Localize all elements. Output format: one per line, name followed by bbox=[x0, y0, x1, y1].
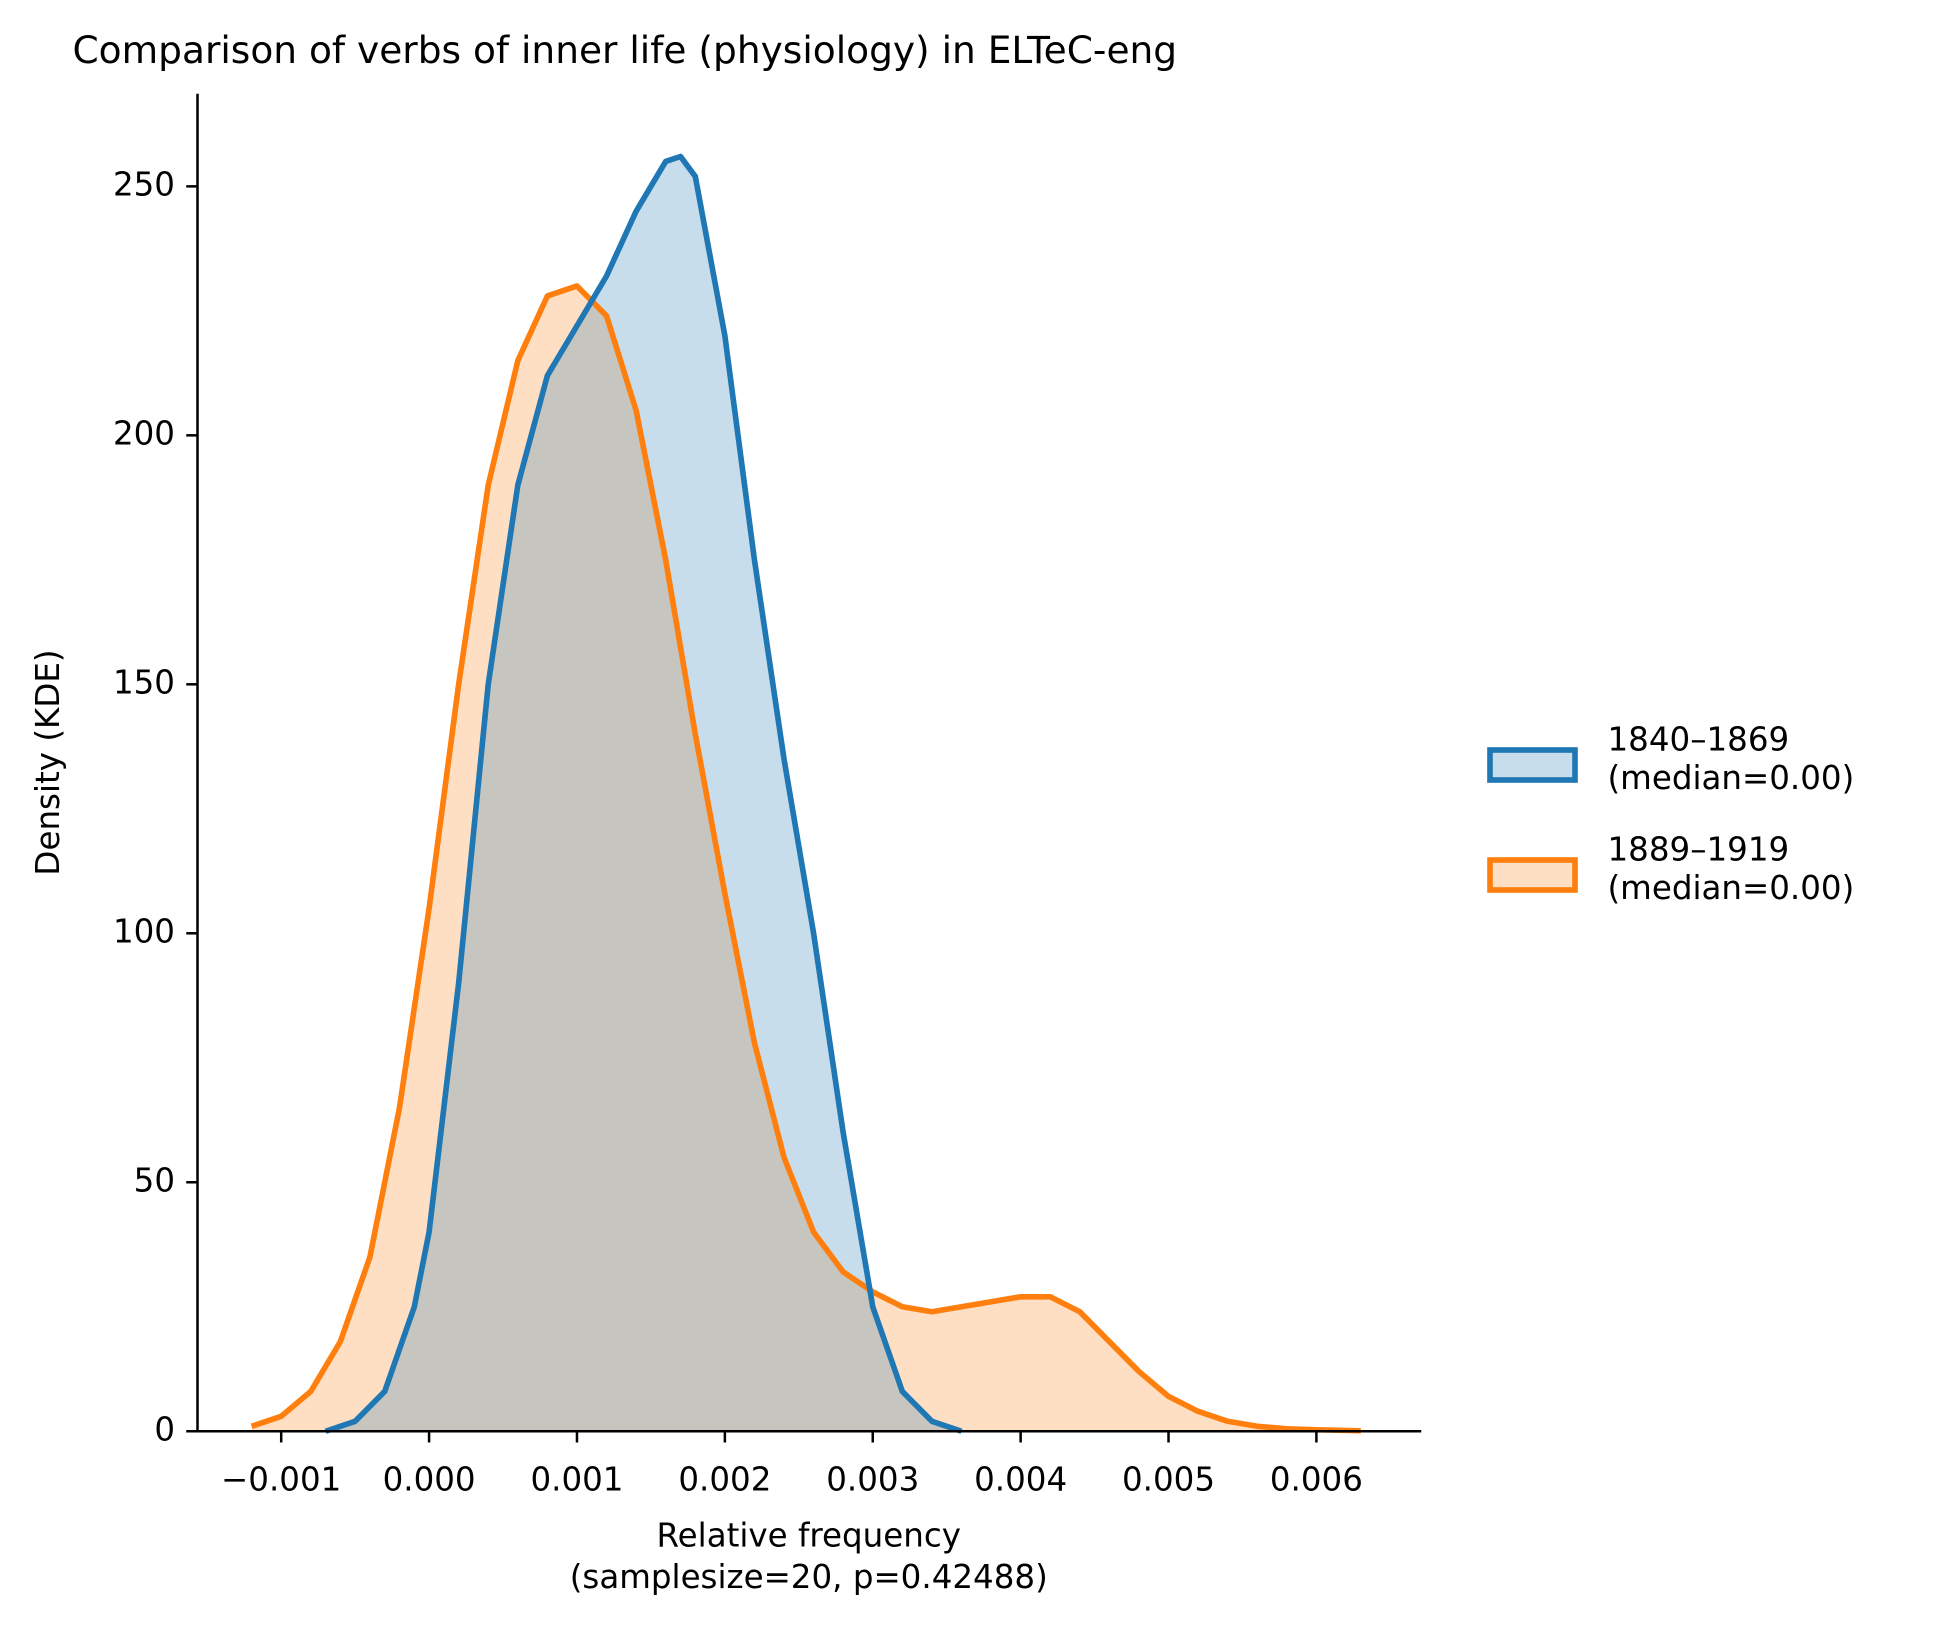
y-tick-label: 100 bbox=[113, 912, 175, 950]
kde-line bbox=[250, 283, 1361, 1434]
legend-swatch bbox=[1487, 857, 1578, 893]
x-tick-label: 0.005 bbox=[1122, 1460, 1215, 1498]
x-axis-label: Relative frequency (samplesize=20, p=0.42… bbox=[570, 1517, 1048, 1596]
legend-label: 1840–1869 (median=0.00) bbox=[1608, 720, 1855, 797]
y-tick-label: 50 bbox=[134, 1161, 175, 1199]
x-tick-label: 0.000 bbox=[383, 1460, 476, 1498]
y-axis-label: Density (KDE) bbox=[29, 649, 67, 875]
y-tick-label: 150 bbox=[113, 663, 175, 701]
kde-area bbox=[251, 285, 1361, 1432]
x-tick-label: 0.006 bbox=[1270, 1460, 1363, 1498]
kde-area bbox=[325, 156, 962, 1432]
legend-swatch bbox=[1487, 747, 1578, 783]
chart-title: Comparison of verbs of inner life (physi… bbox=[73, 28, 1178, 72]
x-tick-label: −0.001 bbox=[221, 1460, 341, 1498]
y-tick-label: 200 bbox=[113, 414, 175, 452]
x-tick-label: 0.001 bbox=[530, 1460, 623, 1498]
y-tick-label: 250 bbox=[113, 165, 175, 203]
kde-line bbox=[324, 153, 963, 1434]
x-tick-label: 0.003 bbox=[826, 1460, 919, 1498]
legend-label: 1889–1919 (median=0.00) bbox=[1608, 830, 1855, 907]
x-tick-label: 0.004 bbox=[974, 1460, 1067, 1498]
x-tick-label: 0.002 bbox=[678, 1460, 771, 1498]
y-tick-label: 0 bbox=[154, 1410, 175, 1448]
